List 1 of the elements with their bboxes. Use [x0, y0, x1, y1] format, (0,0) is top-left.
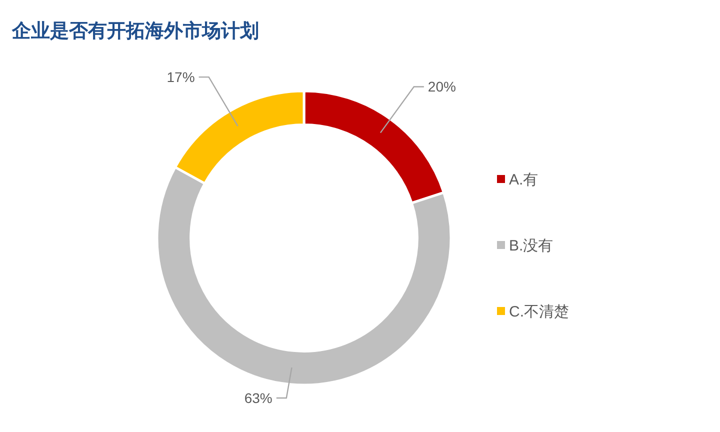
title: 企业是否有开拓海外市场计划 — [12, 20, 259, 42]
